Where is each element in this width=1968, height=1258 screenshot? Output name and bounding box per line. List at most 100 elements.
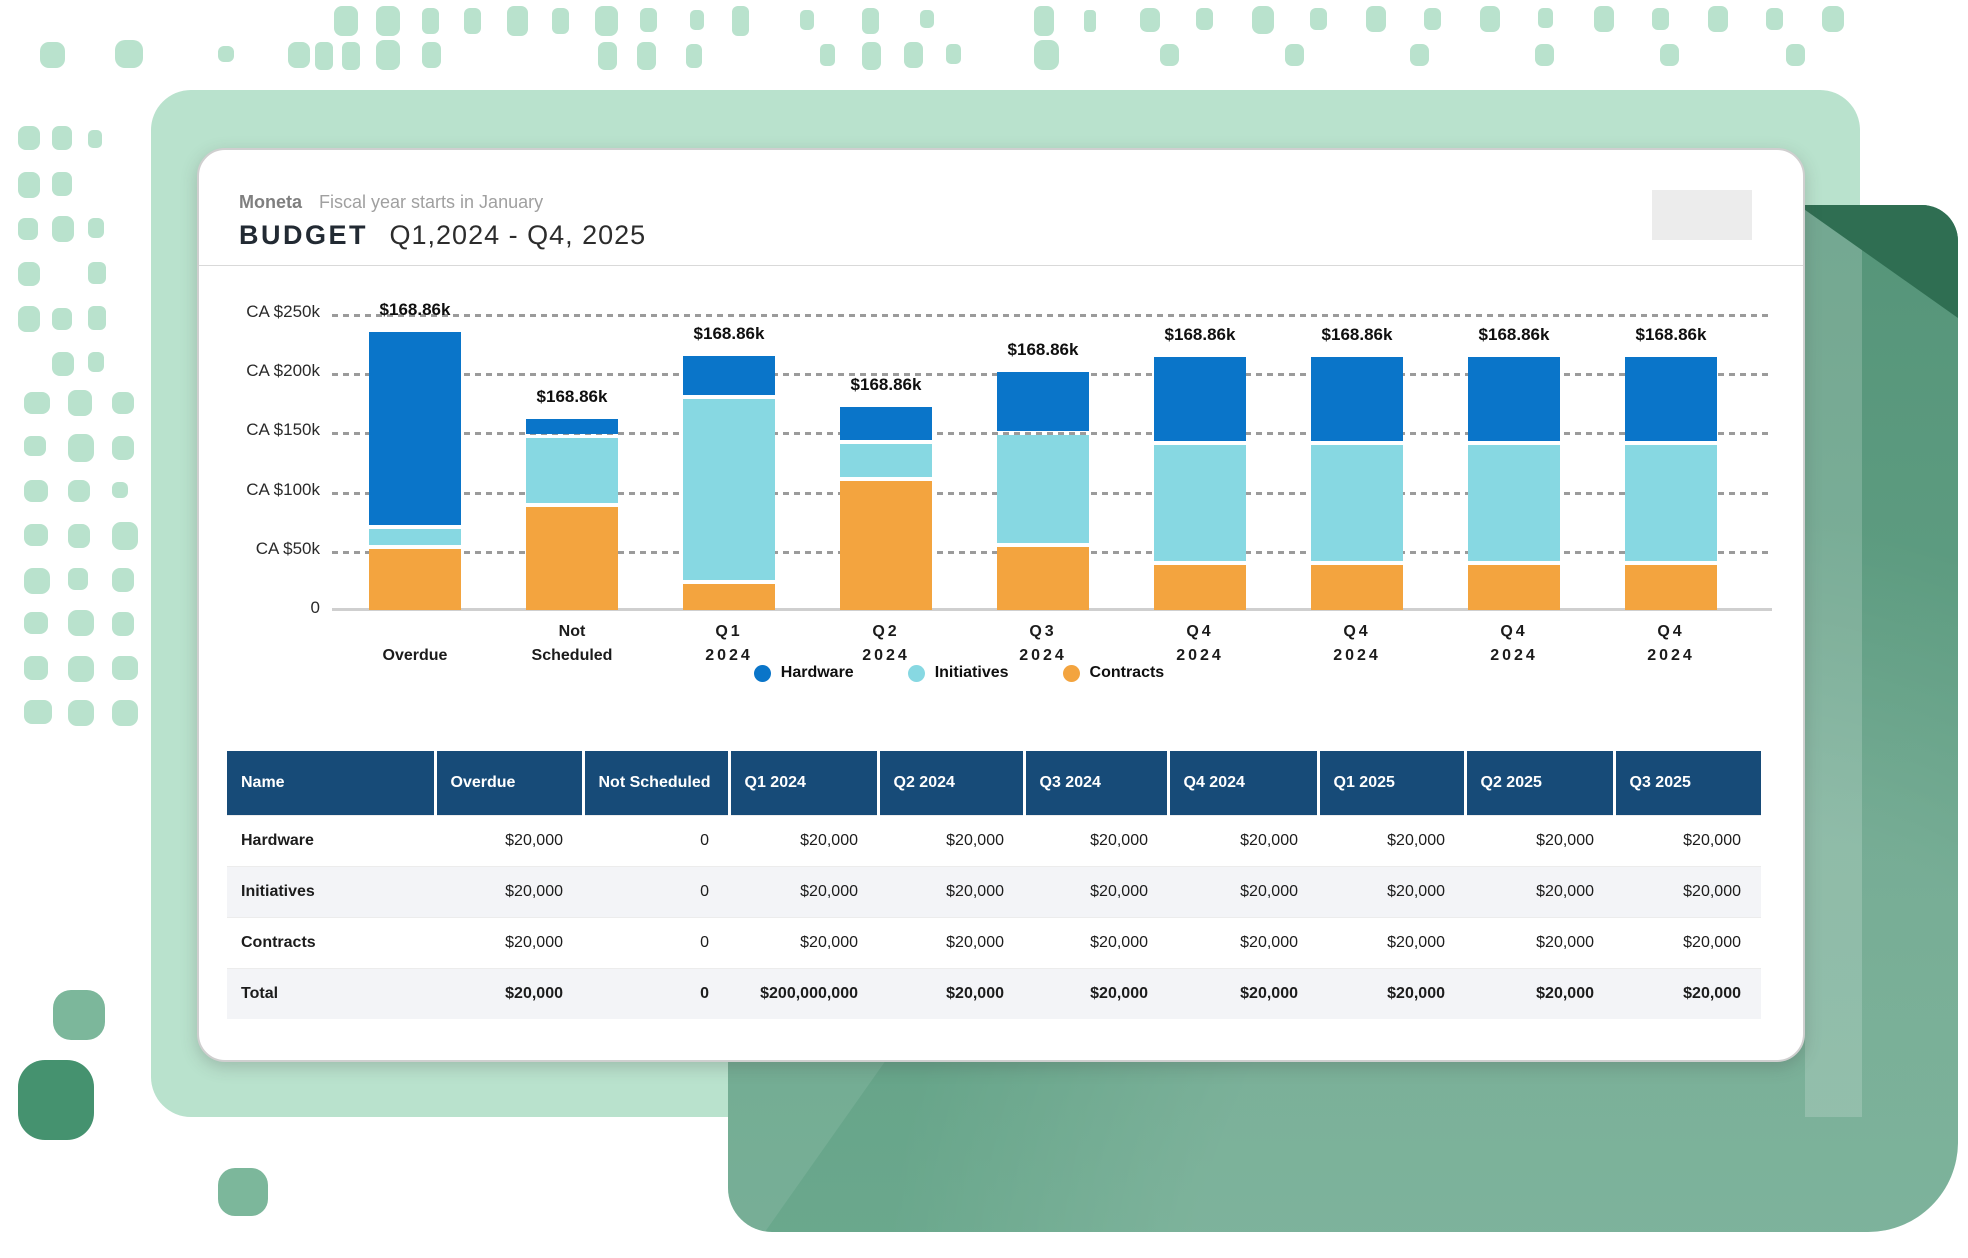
y-axis-tick: CA $150k [246,420,320,440]
bar-4-segment-contracts[interactable] [997,546,1089,610]
bar-8[interactable] [1625,314,1717,610]
bar-2-segment-hardware[interactable] [683,355,775,395]
y-axis-tick: CA $50k [255,538,320,558]
bar-4-segment-hardware[interactable] [997,372,1089,432]
decor-square [24,700,52,724]
header-placeholder-button[interactable] [1652,190,1752,240]
bar-5-segment-initiatives[interactable] [1154,444,1246,562]
date-range: Q1,2024 - Q4, 2025 [389,220,647,250]
value-cell: $20,000 [946,934,1004,951]
table-row-contracts: Contracts $20,000 0 $20,000 $20,000 $20,000 $2… [227,917,1761,969]
decor-square [112,700,138,726]
decor-square [68,610,94,636]
y-axis-tick: CA $250k [246,302,320,321]
bar-2[interactable] [683,314,775,610]
decor-square [1708,6,1728,32]
decor-square [464,8,481,34]
decor-square [68,390,92,416]
decor-square [112,482,128,498]
decor-square [690,10,704,30]
budget-chart: CA $250k CA $200k CA $150k CA $100k CA $50k 0… [199,266,1803,750]
bar-7[interactable] [1468,314,1560,610]
value-cell: $20,000 [1387,832,1445,849]
decor-square [18,1060,94,1140]
bar-6-segment-hardware[interactable] [1311,357,1403,441]
decor-square [88,130,102,148]
table-header-cell: Q3 2025 [1614,751,1761,816]
value-cell: $20,000 [1168,866,1318,918]
bar-6-segment-contracts[interactable] [1311,565,1403,610]
bar-6[interactable] [1311,314,1403,610]
decor-square [68,480,90,502]
value-cell: $20,000 [1465,968,1614,1019]
bar-3-segment-contracts[interactable] [840,481,932,610]
decor-square [112,392,134,414]
decor-square [1480,6,1500,32]
decor-square [52,352,74,376]
bar-3-segment-hardware[interactable] [840,406,932,440]
bar-5[interactable] [1154,314,1246,610]
bar-8-segment-initiatives[interactable] [1625,444,1717,562]
bar-0-segment-hardware[interactable] [369,332,461,525]
decor-square [24,612,48,634]
bar-7-segment-contracts[interactable] [1468,565,1560,610]
value-cell: $20,000 [878,968,1024,1019]
bar-2-segment-initiatives[interactable] [683,398,775,581]
budget-table: Name Overdue Not Scheduled Q1 2024 Q2 2024 Q3… [227,751,1761,1019]
bar-4-segment-initiatives[interactable] [997,435,1089,543]
bar-1[interactable] [526,314,618,610]
bar-8-segment-hardware[interactable] [1625,357,1717,441]
legend-item-hardware[interactable]: Hardware [753,664,854,682]
decor-square [24,524,48,546]
bar-0-segment-initiatives[interactable] [369,528,461,545]
bar-2-segment-contracts[interactable] [683,584,775,610]
decor-square [1822,6,1844,32]
bar-4[interactable] [997,314,1089,610]
bar-1-segment-initiatives[interactable] [526,437,618,504]
decor-square [904,42,923,68]
row-name-cell: Initiatives [227,866,435,918]
decor-square [315,42,333,70]
table-row-hardware: Hardware $20,000 0 $20,000 $20,000 $20,000 $20… [227,815,1761,867]
bar-5-segment-hardware[interactable] [1154,357,1246,441]
decor-square [732,6,749,36]
bar-total-label: $168.86k [1164,325,1236,345]
legend-item-contracts[interactable]: Contracts [1062,664,1164,682]
value-cell: $20,000 [505,934,563,951]
decor-square [946,44,961,64]
legend-item-initiatives[interactable]: Initiatives [907,664,1009,682]
bar-0-segment-contracts[interactable] [369,548,461,610]
bar-0[interactable] [369,314,461,610]
decor-square [637,42,656,70]
bar-5-segment-contracts[interactable] [1154,565,1246,610]
legend-dot-icon [753,664,771,682]
bar-8-segment-contracts[interactable] [1625,565,1717,610]
decor-square [112,522,138,550]
value-cell: $20,000 [1090,934,1148,951]
legend-dot-icon [1062,664,1080,682]
bar-7-segment-initiatives[interactable] [1468,444,1560,562]
bar-3-segment-initiatives[interactable] [840,443,932,478]
value-cell: $20,000 [1683,934,1741,951]
table-header-cell: Q2 2024 [878,751,1026,816]
decor-square [376,40,400,70]
x-axis-label: Q4 2024 [1647,623,1695,664]
decor-square [422,8,439,34]
value-cell: $20,000 [1536,934,1594,951]
bar-1-segment-hardware[interactable] [526,418,618,434]
budget-card: Moneta Fiscal year starts in January BUD… [197,148,1805,1062]
bar-7-segment-hardware[interactable] [1468,357,1560,441]
decor-square [1034,6,1054,36]
decor-square [1310,8,1327,30]
decor-square [595,6,618,36]
value-cell: $20,000 [1024,968,1168,1019]
row-name-cell: Contracts [241,934,316,951]
bar-total-label: $168.86k [1635,325,1707,345]
x-axis-label: Q1 2024 [705,623,753,664]
value-cell: $20,000 [1318,866,1465,918]
bar-1-segment-contracts[interactable] [526,507,618,610]
table-row-total: Total $20,000 0 $200,000,000 $20,000 $20,000 $… [227,968,1761,1019]
decor-square [1252,6,1274,34]
bar-6-segment-initiatives[interactable] [1311,444,1403,562]
bar-3[interactable] [840,314,932,610]
